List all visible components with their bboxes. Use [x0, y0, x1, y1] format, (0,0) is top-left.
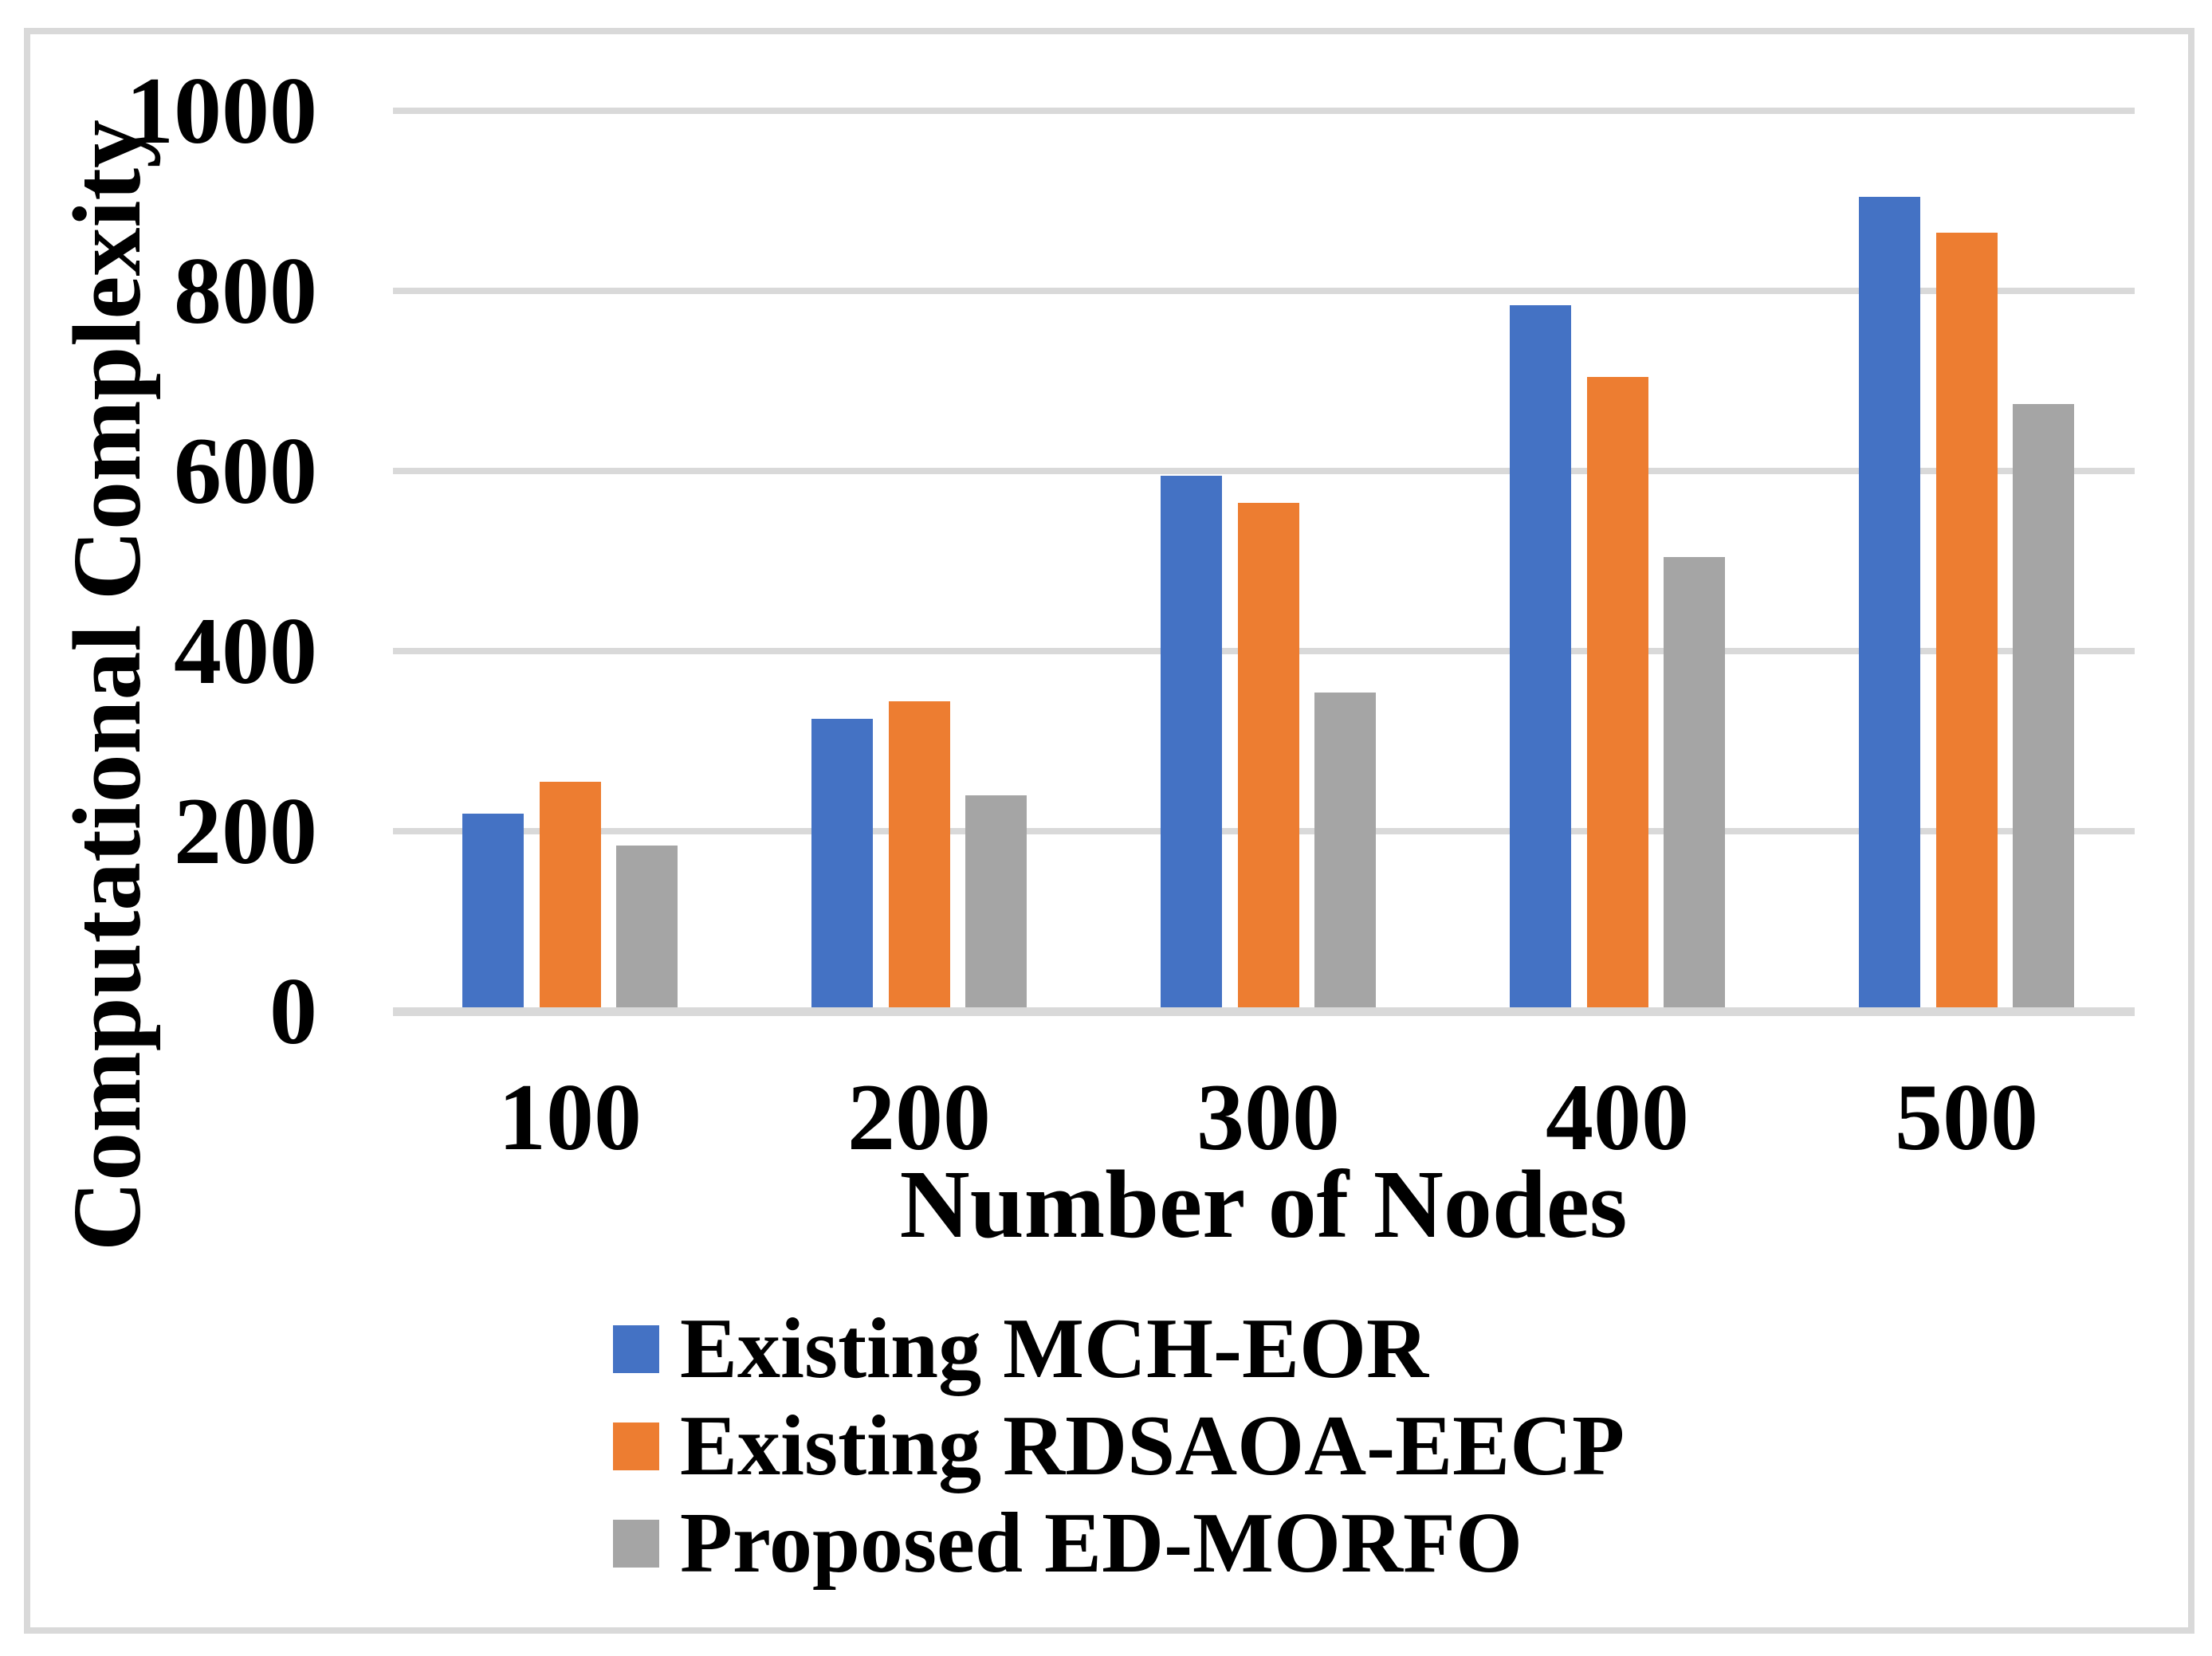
legend-swatch-proposed-ed-morfo	[613, 1520, 659, 1568]
x-axis-line	[393, 1007, 2135, 1016]
bar-proposed-ed-morfo-500	[2013, 404, 2074, 1007]
y-tick-label-0: 0	[269, 958, 317, 1064]
bar-existing-mch-eor-200	[811, 719, 873, 1007]
legend-item-existing-rdsaoa-eecp: Existing RDSAOA-EECP	[613, 1399, 1625, 1494]
x-axis-title: Number of Nodes	[899, 1151, 1628, 1258]
bar-existing-rdsaoa-eecp-400	[1587, 377, 1648, 1007]
x-tick-label-100: 100	[498, 1064, 642, 1170]
legend-item-existing-mch-eor: Existing MCH-EOR	[613, 1301, 1428, 1397]
legend-swatch-existing-rdsaoa-eecp	[613, 1423, 659, 1470]
gridline-600	[393, 468, 2135, 474]
legend-item-proposed-ed-morfo: Proposed ED-MORFO	[613, 1496, 1522, 1591]
bar-existing-mch-eor-500	[1859, 197, 1920, 1007]
bar-existing-mch-eor-300	[1161, 476, 1222, 1007]
bar-existing-mch-eor-100	[462, 814, 524, 1007]
y-tick-label-600: 600	[174, 418, 317, 524]
bar-existing-rdsaoa-eecp-500	[1936, 233, 1998, 1007]
bar-existing-rdsaoa-eecp-300	[1238, 503, 1299, 1007]
legend-label-proposed-ed-morfo: Proposed ED-MORFO	[680, 1496, 1522, 1591]
y-tick-label-400: 400	[174, 598, 317, 704]
gridline-800	[393, 288, 2135, 294]
y-tick-label-1000: 1000	[126, 57, 317, 163]
bar-proposed-ed-morfo-100	[616, 846, 678, 1007]
bar-proposed-ed-morfo-200	[965, 795, 1027, 1007]
bar-proposed-ed-morfo-400	[1664, 557, 1725, 1007]
x-tick-label-400: 400	[1546, 1064, 1689, 1170]
y-tick-label-800: 800	[174, 237, 317, 343]
bar-existing-mch-eor-400	[1510, 305, 1571, 1007]
gridline-1000	[393, 108, 2135, 114]
legend-label-existing-mch-eor: Existing MCH-EOR	[680, 1301, 1429, 1396]
x-tick-label-500: 500	[1895, 1064, 2038, 1170]
bar-existing-rdsaoa-eecp-200	[889, 701, 950, 1007]
bar-proposed-ed-morfo-300	[1314, 693, 1376, 1007]
legend-label-existing-rdsaoa-eecp: Existing RDSAOA-EECP	[680, 1399, 1625, 1493]
legend-swatch-existing-mch-eor	[613, 1325, 659, 1373]
bar-existing-rdsaoa-eecp-100	[540, 782, 601, 1007]
chart-border	[24, 28, 2194, 1634]
x-tick-label-200: 200	[847, 1064, 991, 1170]
x-tick-label-300: 300	[1196, 1064, 1340, 1170]
y-tick-label-200: 200	[174, 778, 317, 884]
